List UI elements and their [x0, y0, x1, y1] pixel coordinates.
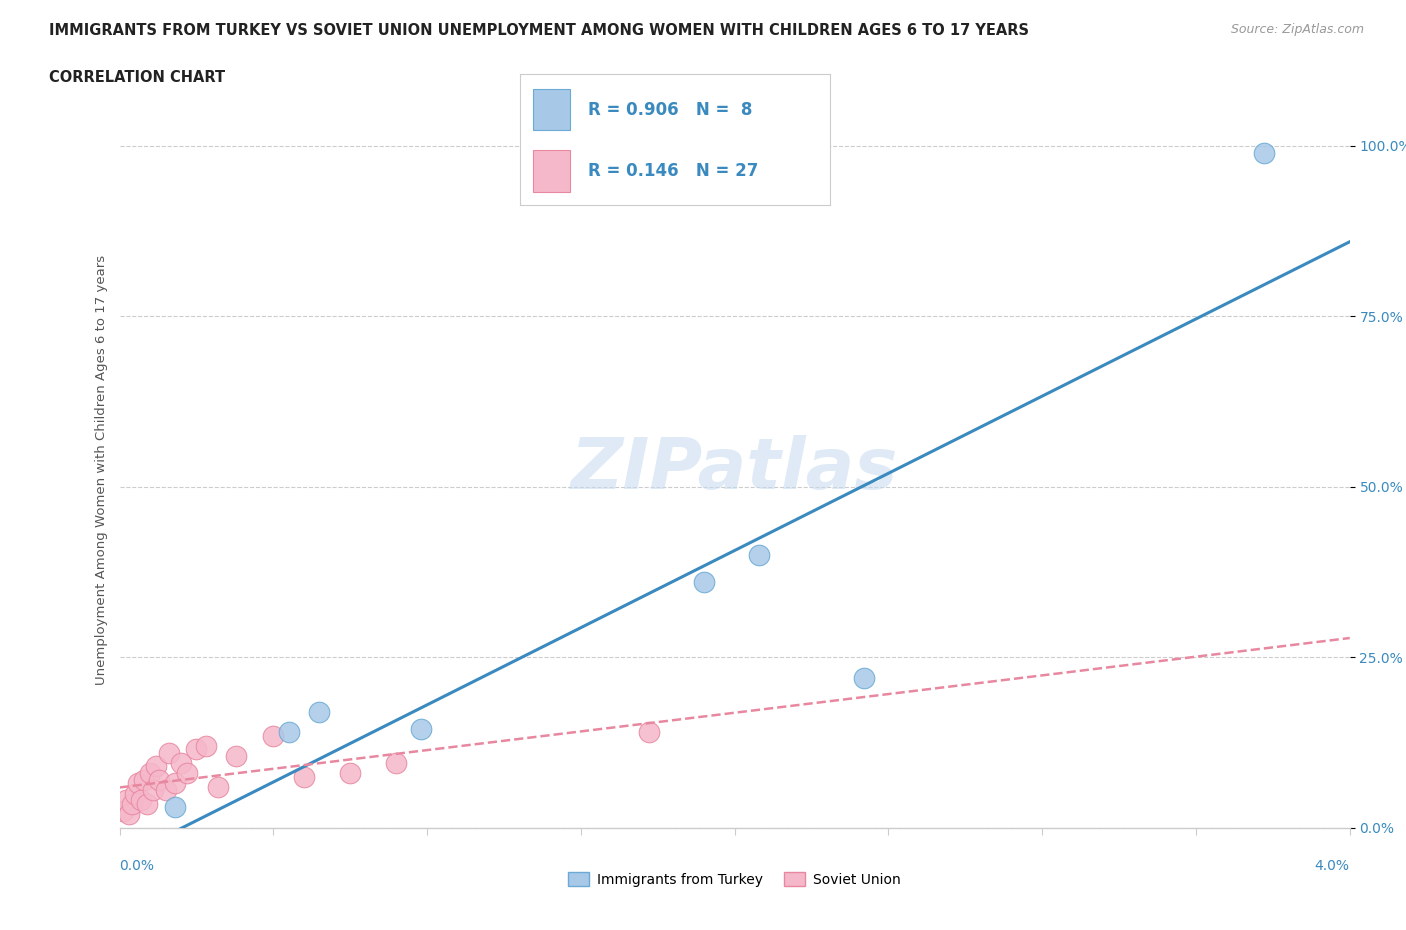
Point — [163, 800, 186, 815]
Point — [207, 779, 229, 794]
Point — [385, 755, 408, 770]
Point — [748, 548, 770, 563]
Point — [163, 776, 186, 790]
Point — [170, 755, 193, 770]
Point — [148, 773, 170, 788]
Bar — [533, 88, 569, 130]
Text: 4.0%: 4.0% — [1315, 858, 1350, 872]
Point — [136, 796, 159, 811]
Text: 0.0%: 0.0% — [120, 858, 155, 872]
Point — [157, 745, 180, 760]
Y-axis label: Unemployment Among Women with Children Ages 6 to 17 years: Unemployment Among Women with Children A… — [96, 255, 108, 684]
Point — [852, 671, 875, 685]
Point — [176, 765, 198, 780]
Point — [118, 806, 141, 821]
Point — [637, 724, 659, 739]
Point — [155, 783, 177, 798]
Legend: Immigrants from Turkey, Soviet Union: Immigrants from Turkey, Soviet Union — [562, 867, 907, 893]
Bar — [533, 150, 569, 192]
Point — [225, 749, 247, 764]
Point — [111, 804, 134, 818]
Text: IMMIGRANTS FROM TURKEY VS SOVIET UNION UNEMPLOYMENT AMONG WOMEN WITH CHILDREN AG: IMMIGRANTS FROM TURKEY VS SOVIET UNION U… — [49, 23, 1029, 38]
Point — [308, 704, 330, 719]
Point — [129, 793, 152, 808]
Point — [139, 765, 162, 780]
Text: R = 0.146   N = 27: R = 0.146 N = 27 — [588, 162, 759, 179]
Point — [339, 765, 361, 780]
Point — [409, 722, 432, 737]
Point — [1253, 145, 1275, 160]
Text: ZIPatlas: ZIPatlas — [571, 435, 898, 504]
Point — [114, 793, 136, 808]
Text: R = 0.906   N =  8: R = 0.906 N = 8 — [588, 100, 752, 118]
Point — [121, 796, 143, 811]
Point — [292, 769, 315, 784]
Point — [186, 742, 208, 757]
Point — [693, 575, 716, 590]
Point — [127, 776, 149, 790]
Point — [194, 738, 217, 753]
Text: Source: ZipAtlas.com: Source: ZipAtlas.com — [1230, 23, 1364, 36]
Point — [142, 783, 165, 798]
Point — [132, 773, 156, 788]
Text: CORRELATION CHART: CORRELATION CHART — [49, 70, 225, 85]
Point — [262, 728, 284, 743]
Point — [124, 786, 146, 801]
Point — [145, 759, 167, 774]
Point — [277, 724, 299, 739]
